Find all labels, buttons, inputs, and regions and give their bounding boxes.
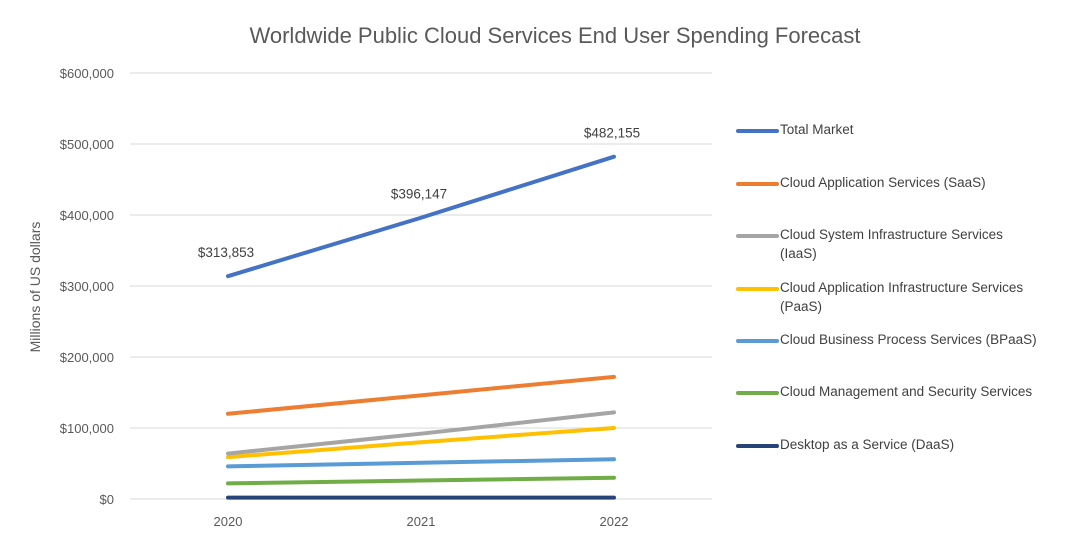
series-lines bbox=[226, 154, 616, 500]
series-line bbox=[226, 457, 616, 469]
data-labels: $313,853 $396,147 $482,155 bbox=[198, 126, 640, 260]
data-label: $313,853 bbox=[198, 245, 254, 260]
y-tick-label: $600,000 bbox=[60, 66, 114, 81]
series-line bbox=[226, 154, 616, 279]
legend-label: Cloud Business Process Services (BPaaS) bbox=[780, 332, 1037, 347]
x-tick-label: 2022 bbox=[600, 514, 629, 529]
x-axis-ticks: 2020 2021 2022 bbox=[214, 514, 629, 529]
gridlines bbox=[130, 72, 712, 500]
legend-label: Total Market bbox=[780, 122, 854, 137]
series-line bbox=[226, 475, 616, 486]
legend: Total Market Cloud Application Services (… bbox=[736, 122, 1037, 452]
x-tick-label: 2020 bbox=[214, 514, 243, 529]
legend-label: Cloud Application Services (SaaS) bbox=[780, 175, 986, 190]
series-line bbox=[226, 374, 616, 416]
legend-label: Cloud System Infrastructure Services (Iaa… bbox=[780, 227, 1003, 261]
y-axis-ticks: $0 $100,000 $200,000 $300,000 $400,000 $500,0… bbox=[60, 66, 114, 507]
legend-label: Cloud Application Infrastructure Service… bbox=[780, 280, 1023, 314]
legend-label: Desktop as a Service (DaaS) bbox=[780, 437, 954, 452]
y-tick-label: $100,000 bbox=[60, 421, 114, 436]
y-tick-label: $500,000 bbox=[60, 137, 114, 152]
data-label: $396,147 bbox=[391, 187, 447, 202]
series-line bbox=[226, 410, 616, 456]
data-label: $482,155 bbox=[584, 126, 640, 141]
y-tick-label: $300,000 bbox=[60, 279, 114, 294]
legend-label: Cloud Management and Security Services bbox=[780, 384, 1032, 399]
y-tick-label: $0 bbox=[100, 492, 114, 507]
chart-title: Worldwide Public Cloud Services End User… bbox=[250, 23, 861, 48]
y-tick-label: $400,000 bbox=[60, 208, 114, 223]
y-axis-label: Millions of US dollars bbox=[27, 222, 43, 353]
series-line bbox=[226, 426, 616, 460]
x-tick-label: 2021 bbox=[407, 514, 436, 529]
y-tick-label: $200,000 bbox=[60, 350, 114, 365]
